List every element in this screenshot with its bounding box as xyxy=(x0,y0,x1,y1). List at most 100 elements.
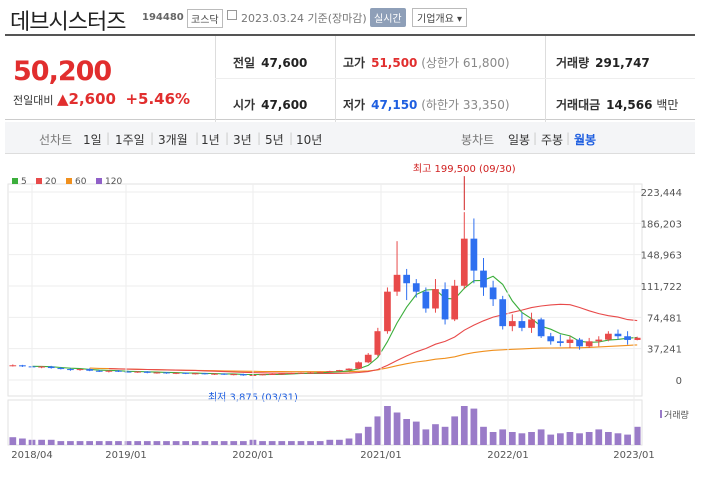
candle-body xyxy=(537,319,545,337)
price-summary: 50,200 전일대비 ▲2,600 +5.46% 전일 47,600 시가 47,… xyxy=(5,34,695,122)
volume-bar xyxy=(230,441,238,445)
volume-bar xyxy=(38,439,45,445)
candle-body xyxy=(143,371,151,373)
candle-body xyxy=(508,321,516,327)
divider xyxy=(335,36,336,122)
candle-body xyxy=(134,371,142,373)
separator: | xyxy=(289,131,294,145)
volume: 거래량 291,747 xyxy=(556,56,650,70)
candle-body xyxy=(38,366,45,368)
x-tick-label: 2019/01 xyxy=(105,450,147,461)
candle-body xyxy=(95,370,103,372)
change-value: ▲2,600 xyxy=(56,90,116,108)
candle-body xyxy=(230,374,238,376)
candle-body xyxy=(278,373,286,375)
realtime-button[interactable]: 실시간 xyxy=(370,8,406,27)
candle-chart-label: 봉차트 xyxy=(461,133,495,147)
volume-bar xyxy=(220,441,228,445)
separator: | xyxy=(106,131,111,145)
volume-bar xyxy=(211,441,218,445)
volume-bar xyxy=(499,429,507,445)
candle-body xyxy=(547,336,555,342)
volume-legend-swatch xyxy=(660,410,662,418)
y-tick-label: 0 xyxy=(676,376,682,387)
candle-body xyxy=(19,365,26,367)
candle-body xyxy=(86,369,94,371)
candle-body xyxy=(451,285,459,320)
candle-body xyxy=(191,373,199,375)
tab-period[interactable]: 5년 xyxy=(265,133,284,147)
change-percent: +5.46% xyxy=(125,90,191,108)
legend-swatch xyxy=(66,178,72,184)
volume-bar xyxy=(316,441,324,445)
x-tick-label: 2018/04 xyxy=(11,450,53,461)
tab-period[interactable]: 3개월 xyxy=(158,133,188,147)
tab-candle-week[interactable]: 주봉 xyxy=(541,133,564,147)
volume-frame xyxy=(7,399,643,446)
candle-body xyxy=(518,321,526,328)
stock-header: 데브시스터즈 194480 코스닥 2023.03.24 기준(장마감) 실시간… xyxy=(0,0,702,35)
separator: | xyxy=(225,131,230,145)
legend-swatch xyxy=(36,178,42,184)
candle-body xyxy=(614,333,622,337)
tab-period[interactable]: 1일 xyxy=(83,133,102,147)
candle-body xyxy=(470,238,478,271)
volume-bar xyxy=(432,424,439,445)
candle-body xyxy=(220,373,228,375)
tab-candle-month[interactable]: 월봉 xyxy=(574,133,597,147)
x-tick-label: 2023/01 xyxy=(613,450,655,461)
volume-bar xyxy=(403,419,411,445)
volume-bar xyxy=(556,433,564,445)
volume-bar xyxy=(412,421,420,445)
candle-body xyxy=(528,319,535,328)
tab-period[interactable]: 1주일 xyxy=(115,133,145,147)
volume-bar xyxy=(201,441,209,445)
candle-body xyxy=(355,362,362,369)
candle-body xyxy=(585,341,593,347)
candle-body xyxy=(326,371,334,373)
candle-body xyxy=(633,337,641,340)
volume-bar xyxy=(326,439,334,445)
candle-body xyxy=(124,371,132,373)
volume-bar xyxy=(9,437,17,445)
prev-close: 전일 47,600 xyxy=(233,56,308,70)
y-tick-label: 37,241 xyxy=(647,345,682,356)
volume-bar xyxy=(336,439,343,445)
volume-bar xyxy=(566,432,574,445)
company-info-select[interactable]: 기업개요 ▾ xyxy=(412,8,467,27)
tab-period[interactable]: 3년 xyxy=(233,133,252,147)
current-price: 50,200 xyxy=(13,56,112,87)
candle-body xyxy=(422,291,430,309)
volume-bar xyxy=(441,426,449,445)
separator: | xyxy=(533,131,538,145)
candle-body xyxy=(403,274,411,284)
tab-period[interactable]: 1년 xyxy=(201,133,220,147)
volume-bar xyxy=(76,441,84,445)
volume-bar xyxy=(297,441,305,445)
volume-bar xyxy=(393,412,401,445)
candle-body xyxy=(9,365,17,367)
plot-frame xyxy=(7,183,643,397)
candle-body xyxy=(595,339,603,342)
chart-tabs: 선차트 1일 | 1주일 | 3개월 | 1년 | 3년 | 5년 | 10년 … xyxy=(5,122,695,154)
volume-bar xyxy=(182,441,190,445)
volume-bar xyxy=(95,441,103,445)
candle-body xyxy=(364,354,372,363)
volume-bar xyxy=(508,432,516,445)
candle-body xyxy=(499,299,507,327)
candle-body xyxy=(384,291,391,332)
volume-bar xyxy=(518,433,526,445)
candle-body xyxy=(57,368,65,370)
divider xyxy=(215,78,695,79)
volume-bar xyxy=(86,441,94,445)
moving-average-line xyxy=(31,275,638,376)
tab-candle-day[interactable]: 일봉 xyxy=(508,133,531,147)
tab-period[interactable]: 10년 xyxy=(296,133,323,147)
candle-body xyxy=(566,339,574,343)
volume-bar xyxy=(143,441,151,445)
volume-bar xyxy=(67,441,74,445)
change-label: 전일대비 xyxy=(13,94,54,107)
candle-body xyxy=(460,238,468,286)
stock-name: 데브시스터즈 xyxy=(10,10,126,35)
trade-value: 거래대금 14,566 백만 xyxy=(556,98,679,112)
